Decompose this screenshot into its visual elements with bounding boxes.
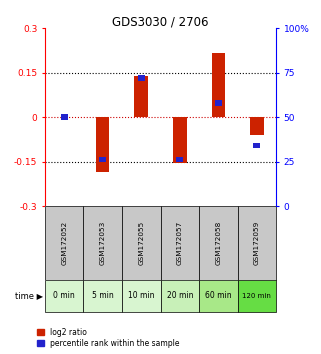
Text: GSM172053: GSM172053 [100, 221, 106, 265]
Bar [173, 117, 187, 163]
Text: time ▶: time ▶ [15, 291, 43, 300]
Text: GSM172052: GSM172052 [61, 221, 67, 265]
Bar [238, 206, 276, 280]
Text: 120 min: 120 min [242, 293, 271, 299]
Bar [138, 75, 145, 81]
Bar [122, 206, 160, 280]
Text: GSM172055: GSM172055 [138, 221, 144, 265]
Text: GSM172059: GSM172059 [254, 221, 260, 265]
Legend: log2 ratio, percentile rank within the sample: log2 ratio, percentile rank within the s… [36, 327, 180, 348]
Bar [99, 157, 106, 162]
Text: 0 min: 0 min [53, 291, 75, 300]
Bar [215, 100, 222, 105]
Bar [134, 76, 148, 117]
Bar [212, 53, 225, 117]
Bar [238, 280, 276, 312]
Text: GSM172057: GSM172057 [177, 221, 183, 265]
Text: 60 min: 60 min [205, 291, 231, 300]
Bar [45, 280, 83, 312]
Text: 5 min: 5 min [92, 291, 114, 300]
Bar [176, 157, 183, 162]
Bar [122, 280, 160, 312]
Bar [83, 280, 122, 312]
Bar [253, 143, 260, 148]
Bar [45, 206, 83, 280]
Text: 20 min: 20 min [167, 291, 193, 300]
Text: GSM172058: GSM172058 [215, 221, 221, 265]
Title: GDS3030 / 2706: GDS3030 / 2706 [112, 15, 209, 28]
Bar [96, 117, 109, 172]
Text: 10 min: 10 min [128, 291, 154, 300]
Bar [160, 206, 199, 280]
Bar [199, 280, 238, 312]
Bar [160, 280, 199, 312]
Bar [83, 206, 122, 280]
Bar [61, 114, 68, 120]
Bar [199, 206, 238, 280]
Bar [250, 117, 264, 135]
